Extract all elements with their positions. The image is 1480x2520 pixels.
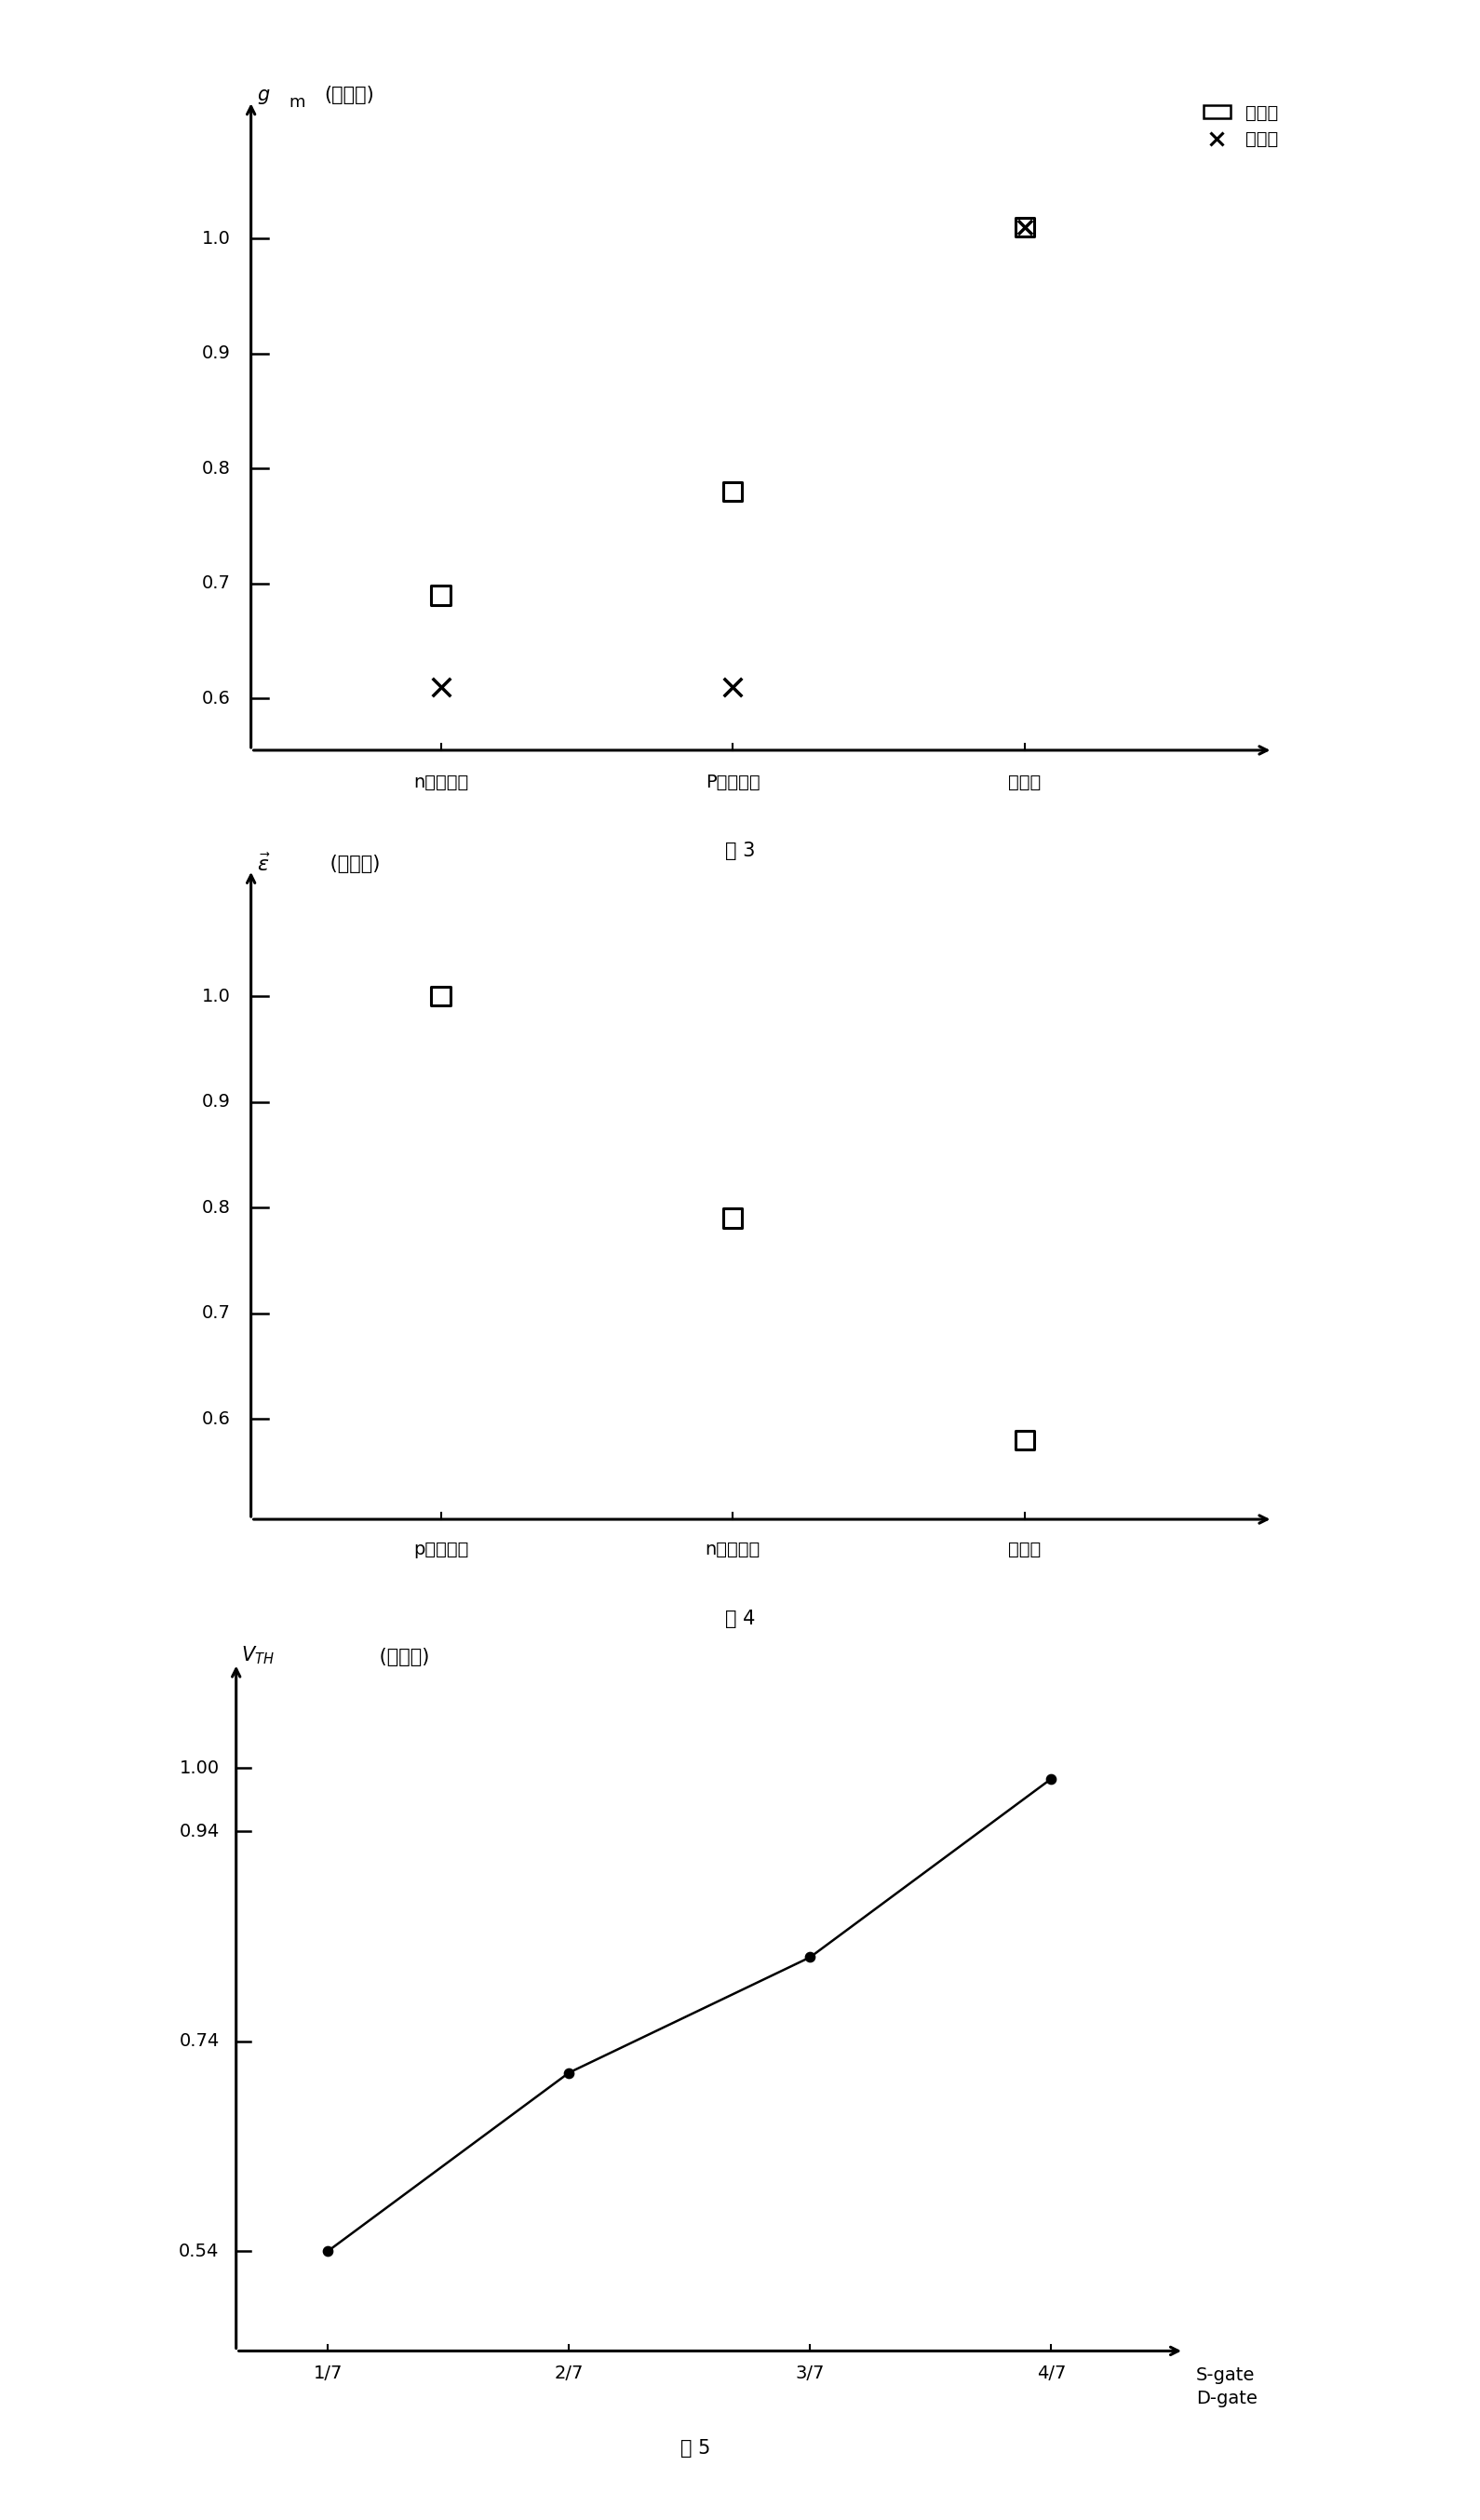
Text: 2/7: 2/7 bbox=[555, 2364, 583, 2381]
Text: (归一化): (归一化) bbox=[373, 1648, 429, 1666]
Point bbox=[556, 2051, 580, 2092]
Text: g: g bbox=[258, 86, 269, 106]
Text: 0.7: 0.7 bbox=[201, 1305, 231, 1323]
Text: P多晶硅栅: P多晶硅栅 bbox=[706, 774, 761, 791]
Text: S-gate: S-gate bbox=[1196, 2366, 1255, 2384]
Point bbox=[429, 575, 453, 615]
Point bbox=[721, 471, 744, 512]
Text: 0.8: 0.8 bbox=[201, 1200, 231, 1217]
Text: 0.94: 0.94 bbox=[179, 1822, 219, 1840]
Text: (归一化): (归一化) bbox=[324, 86, 374, 106]
Text: n多晶硅栅: n多晶硅栅 bbox=[413, 774, 468, 791]
Point bbox=[1039, 1759, 1063, 1799]
Text: 0.9: 0.9 bbox=[201, 345, 231, 363]
Legend: 饱和区, 线性区: 饱和区, 线性区 bbox=[1196, 96, 1285, 156]
Text: 3/7: 3/7 bbox=[796, 2364, 824, 2381]
Text: 4/7: 4/7 bbox=[1037, 2364, 1066, 2381]
Point bbox=[798, 1938, 821, 1978]
Text: 0.74: 0.74 bbox=[179, 2031, 219, 2051]
Text: 图 4: 图 4 bbox=[725, 1610, 755, 1628]
Point bbox=[1012, 1419, 1036, 1459]
Text: 0.8: 0.8 bbox=[201, 459, 231, 476]
Text: 1.00: 1.00 bbox=[179, 1759, 219, 1777]
Text: $V_{TH}$: $V_{TH}$ bbox=[241, 1646, 274, 1666]
Text: m: m bbox=[289, 93, 305, 111]
Text: p多晶硅栅: p多晶硅栅 bbox=[413, 1540, 468, 1557]
Text: 0.7: 0.7 bbox=[201, 575, 231, 592]
Text: 复合栅: 复合栅 bbox=[1008, 1540, 1040, 1557]
Text: (归一化): (归一化) bbox=[324, 854, 380, 872]
Text: 1.0: 1.0 bbox=[201, 229, 231, 247]
Text: 0.9: 0.9 bbox=[201, 1094, 231, 1111]
Point bbox=[315, 2230, 339, 2271]
Text: 1.0: 1.0 bbox=[201, 988, 231, 1005]
Point bbox=[1012, 207, 1036, 247]
Text: $\vec{\varepsilon}$: $\vec{\varepsilon}$ bbox=[258, 854, 271, 874]
Text: D-gate: D-gate bbox=[1196, 2389, 1258, 2407]
Point bbox=[429, 975, 453, 1016]
Point bbox=[1012, 207, 1036, 247]
Text: 图 3: 图 3 bbox=[725, 842, 755, 859]
Text: 0.6: 0.6 bbox=[201, 690, 231, 708]
Point bbox=[721, 1197, 744, 1237]
Text: 0.6: 0.6 bbox=[201, 1411, 231, 1429]
Text: 复合栅: 复合栅 bbox=[1008, 774, 1040, 791]
Text: n多晶硅栅: n多晶硅栅 bbox=[704, 1540, 761, 1557]
Text: 图 5: 图 5 bbox=[681, 2439, 710, 2457]
Text: 0.54: 0.54 bbox=[179, 2243, 219, 2260]
Point bbox=[429, 668, 453, 708]
Point bbox=[721, 668, 744, 708]
Text: 1/7: 1/7 bbox=[314, 2364, 342, 2381]
